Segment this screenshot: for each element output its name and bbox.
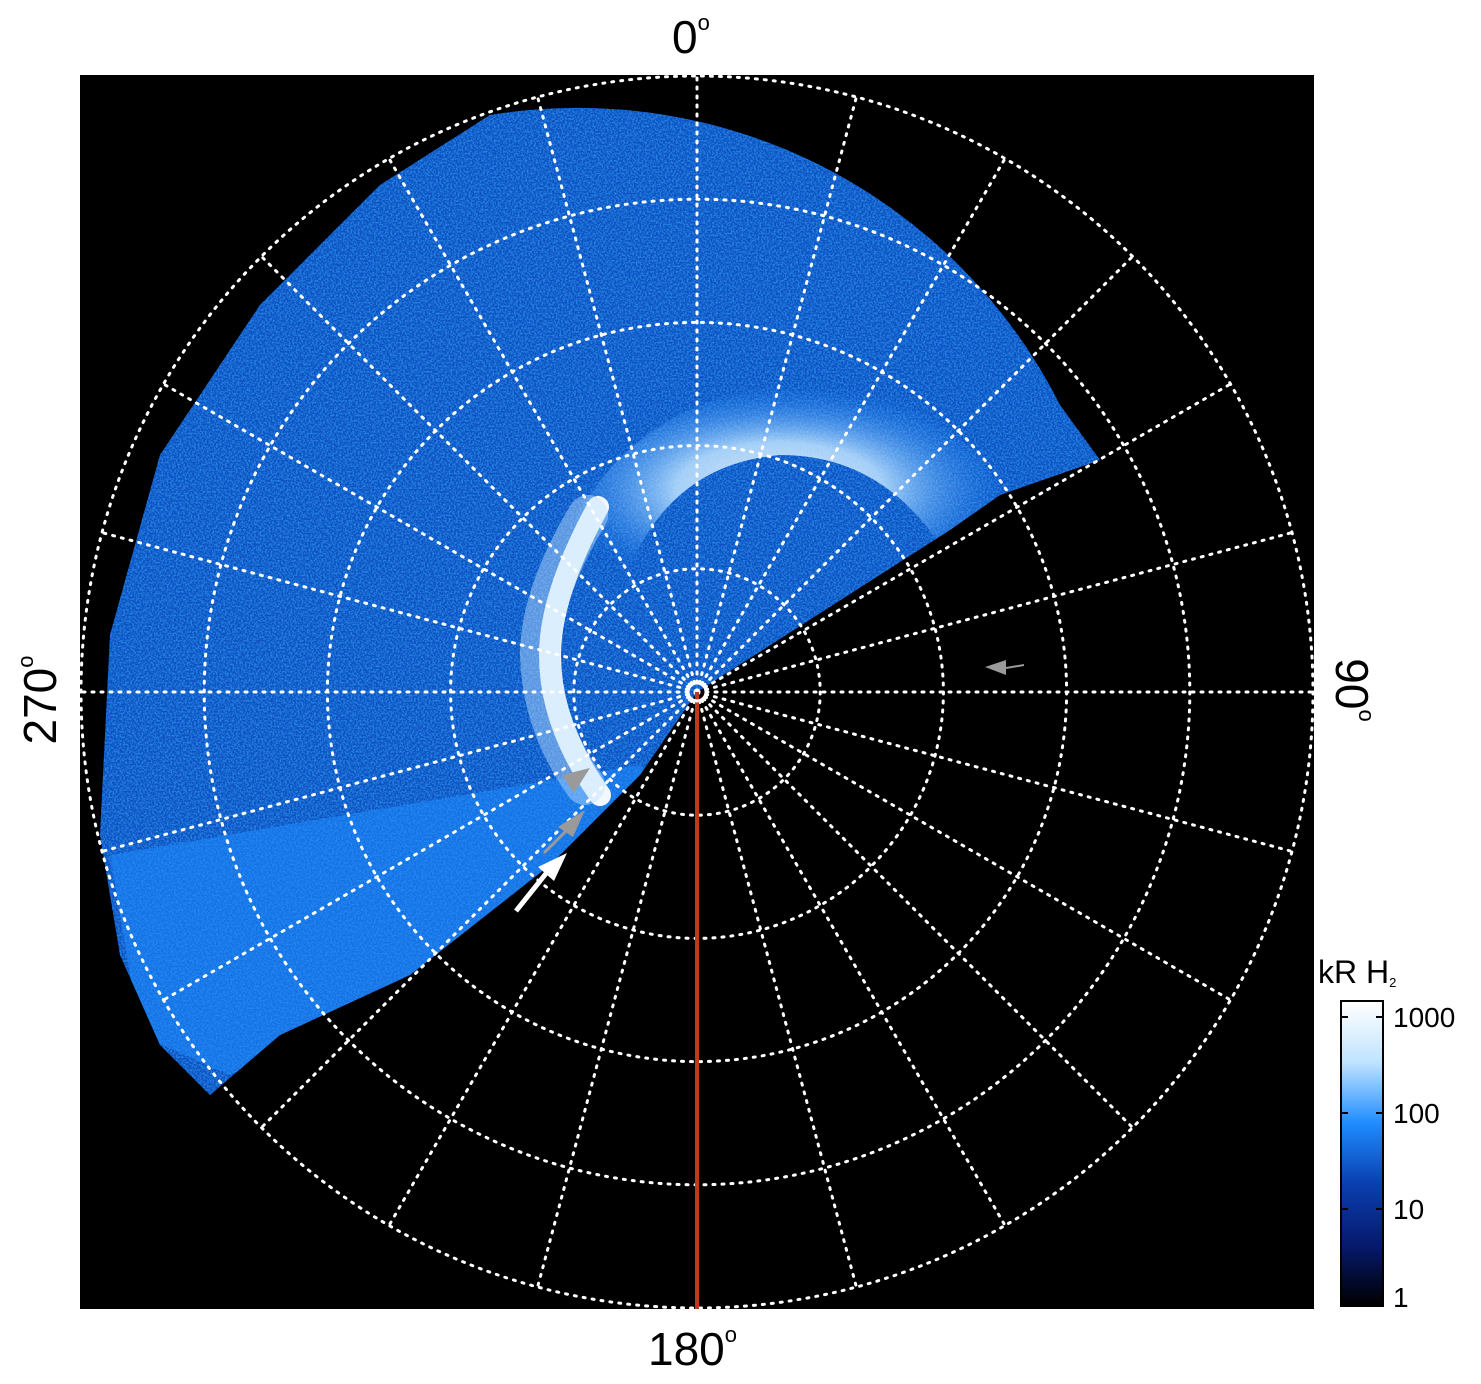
- colorbar-mark: [1376, 1016, 1384, 1018]
- colorbar: [1340, 1000, 1384, 1307]
- grid-meridian: [387, 157, 699, 694]
- grid-meridian: [162, 690, 699, 1002]
- grid-meridian: [695, 531, 1294, 694]
- pole-marker: [686, 681, 708, 703]
- axis-label-180-degrees: 180o: [648, 1322, 737, 1375]
- grid-meridian: [695, 254, 1135, 694]
- white-arrow: [514, 853, 567, 913]
- colorbar-mark: [1340, 1016, 1348, 1018]
- grid-meridian: [387, 690, 699, 1227]
- colorbar-mark: [1376, 1112, 1384, 1114]
- grid-meridian: [695, 157, 1007, 694]
- grid-meridian: [100, 690, 699, 853]
- gray-arrow-upper-right: [985, 660, 1025, 675]
- auroral-arc: [538, 496, 611, 806]
- colorbar-tick-1: 1: [1393, 1282, 1409, 1313]
- grid-meridian: [536, 690, 699, 1289]
- grid-circle: [572, 567, 822, 817]
- colorbar-title: kR H2: [1318, 954, 1397, 990]
- grid-meridian: [162, 382, 699, 694]
- grid-circle: [80, 75, 1314, 1309]
- axis-label-270-degrees: 270o: [13, 655, 66, 745]
- colorbar-tick-1000: 1000: [1393, 1002, 1456, 1033]
- grid-meridian: [695, 690, 858, 1289]
- grid-meridian: [536, 95, 699, 694]
- grid-meridian: [695, 690, 1135, 1130]
- axis-label-0-degrees: 0o: [672, 10, 710, 63]
- grid-meridian: [259, 690, 699, 1130]
- grid-meridian: [259, 254, 699, 694]
- colorbar-mark: [1376, 1208, 1384, 1210]
- polar-grid: [80, 75, 1314, 1309]
- polar-projection-image: [80, 75, 1314, 1309]
- gray-arrow-middle: [542, 810, 585, 855]
- grid-meridian: [695, 382, 1232, 694]
- grid-meridian: [695, 690, 1232, 1002]
- grid-meridian: [695, 95, 858, 694]
- colorbar-mark: [1340, 1208, 1348, 1210]
- axis-label-90-degrees: 90o: [1326, 658, 1379, 722]
- colorbar-tick-100: 100: [1393, 1098, 1440, 1129]
- colorbar-mark: [1340, 1112, 1348, 1114]
- grid-meridian: [100, 531, 699, 694]
- gray-arrow-lower: [562, 768, 590, 793]
- colorbar-tick-10: 10: [1393, 1194, 1425, 1225]
- grid-meridian: [695, 690, 1007, 1227]
- grid-meridian: [695, 690, 1294, 853]
